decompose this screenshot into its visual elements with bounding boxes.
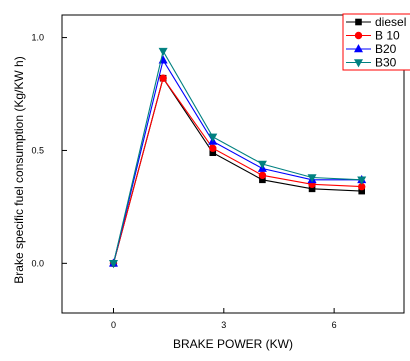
data-point — [307, 174, 317, 183]
data-point — [258, 171, 267, 179]
legend-frame — [342, 13, 410, 71]
data-point — [208, 133, 218, 142]
y-tick-label: 1.0 — [31, 33, 44, 43]
legend-entry: B20 — [346, 42, 397, 56]
legend-marker — [353, 44, 364, 53]
axes-layer: 0 3 6 0.0 0.5 1.0 — [31, 33, 336, 330]
x-axis-title: BRAKE POWER (KW) — [173, 337, 293, 351]
series-layer — [108, 47, 367, 269]
legend-label: B20 — [375, 42, 397, 56]
legend-label: B30 — [375, 56, 397, 70]
data-point — [209, 144, 217, 152]
series-line — [112, 58, 362, 264]
data-point — [357, 176, 367, 185]
series-line — [112, 76, 362, 264]
legend-marker — [354, 31, 363, 40]
series-3 — [108, 47, 367, 269]
legend-label: diesel — [375, 15, 406, 29]
series-line — [112, 49, 362, 264]
x-tick-label: 0 — [111, 320, 116, 330]
legend-entry: diesel — [346, 15, 406, 29]
data-point — [159, 74, 167, 82]
legend-entry: B 10 — [346, 29, 400, 43]
data-point — [257, 160, 267, 169]
legend-marker — [353, 59, 364, 68]
legend-marker — [355, 18, 362, 26]
data-point — [158, 47, 168, 57]
data-point — [108, 260, 118, 269]
y-tick-label: 0.5 — [31, 145, 44, 155]
y-axis-title: Brake specific fuel consumption (Kg/KW h… — [12, 56, 26, 283]
x-tick-label: 6 — [332, 320, 337, 330]
x-tick-label: 3 — [221, 320, 226, 330]
legend-label: B 10 — [375, 29, 400, 43]
y-tick-label: 0.0 — [31, 258, 44, 268]
legend-entry: B30 — [346, 56, 397, 70]
